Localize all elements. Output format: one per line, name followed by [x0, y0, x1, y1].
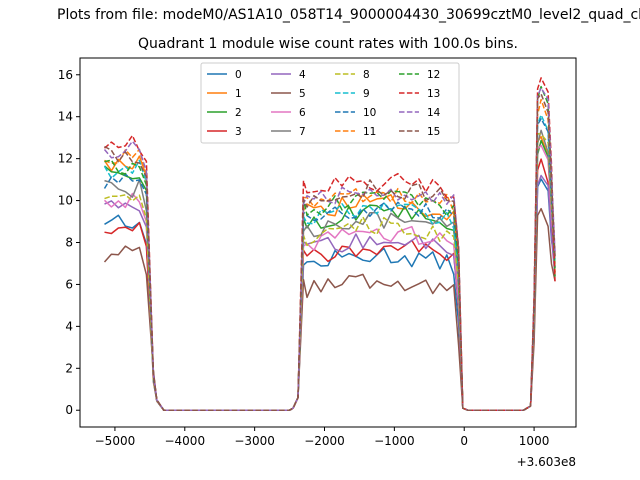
- y-tick-label: 4: [65, 319, 73, 333]
- legend-entry-13: 13: [399, 88, 440, 100]
- legend-entry-14: 14: [399, 107, 441, 119]
- legend-label: 13: [427, 88, 440, 100]
- y-tick-label: 16: [58, 68, 73, 82]
- legend-label: 5: [299, 88, 306, 100]
- series-line-7: [104, 129, 556, 411]
- series-line-5: [103, 207, 556, 411]
- legend-label: 0: [235, 69, 242, 81]
- legend-box: [200, 62, 460, 144]
- x-tick-label: 0: [460, 434, 468, 448]
- series-line-1: [103, 135, 556, 411]
- y-tick-label: 0: [65, 403, 73, 417]
- legend-entry-12: 12: [399, 69, 440, 81]
- legend-label: 10: [363, 107, 376, 119]
- x-tick-label: −4000: [164, 434, 205, 448]
- legend-label: 7: [299, 126, 306, 138]
- legend-label: 14: [427, 107, 441, 119]
- x-tick-label: −5000: [95, 434, 136, 448]
- legend-entry-7: 7: [271, 126, 306, 138]
- legend-label: 4: [299, 69, 306, 81]
- legend-entry-0: 0: [207, 69, 242, 81]
- legend-label: 8: [363, 69, 370, 81]
- y-tick-label: 2: [65, 361, 73, 375]
- file-title-text: Plots from file: modeM0/AS1A10_058T14_90…: [57, 7, 640, 23]
- x-axis-offset-label: +3.603e8: [517, 455, 576, 469]
- y-tick-label: 14: [58, 110, 73, 124]
- series-line-3: [104, 158, 556, 411]
- x-tick-label: 1000: [519, 434, 550, 448]
- legend-label: 1: [235, 88, 242, 100]
- series-line-2: [104, 139, 556, 411]
- series-line-6: [103, 144, 556, 411]
- y-axis-ticks: 0 2 4 6 8 10 12 14 16: [58, 68, 80, 417]
- series-line-10: [103, 118, 556, 411]
- legend-entry-10: 10: [335, 107, 376, 119]
- legend-label: 12: [427, 69, 440, 81]
- legend-entry-15: 15: [399, 126, 440, 138]
- series-line-0: [104, 178, 556, 411]
- x-axis-ticks: −5000 −4000 −3000 −2000 −1000 0 1000: [95, 427, 550, 448]
- series-line-15: [104, 93, 556, 411]
- legend-label: 9: [363, 88, 370, 100]
- series-line-11: [104, 98, 556, 411]
- legend-entry-4: 4: [271, 69, 306, 81]
- legend-entry-6: 6: [271, 107, 306, 119]
- legend-label: 15: [427, 126, 440, 138]
- legend-label: 3: [235, 126, 242, 138]
- x-tick-label: −3000: [234, 434, 275, 448]
- x-tick-label: −1000: [374, 434, 415, 448]
- legend-label: 6: [299, 107, 306, 119]
- legend-label: 2: [235, 107, 242, 119]
- file-title: Plots from file: modeM0/AS1A10_058T14_90…: [0, 7, 640, 23]
- legend-entry-1: 1: [207, 88, 242, 100]
- legend-entry-9: 9: [335, 88, 370, 100]
- legend-entry-11: 11: [335, 126, 376, 138]
- y-tick-label: 10: [58, 194, 73, 208]
- y-tick-label: 12: [58, 152, 73, 166]
- series-layer: [103, 77, 556, 411]
- legend-entry-2: 2: [207, 107, 242, 119]
- legend-entry-8: 8: [335, 69, 370, 81]
- series-line-8: [104, 132, 556, 411]
- y-tick-label: 8: [65, 236, 73, 250]
- x-tick-label: −2000: [304, 434, 345, 448]
- legend-label: 11: [363, 126, 376, 138]
- legend-entry-5: 5: [271, 88, 306, 100]
- y-tick-label: 6: [65, 277, 73, 291]
- plot-title: Quadrant 1 module wise count rates with …: [138, 36, 518, 52]
- series-line-12: [104, 85, 556, 411]
- legend-entry-3: 3: [207, 126, 242, 138]
